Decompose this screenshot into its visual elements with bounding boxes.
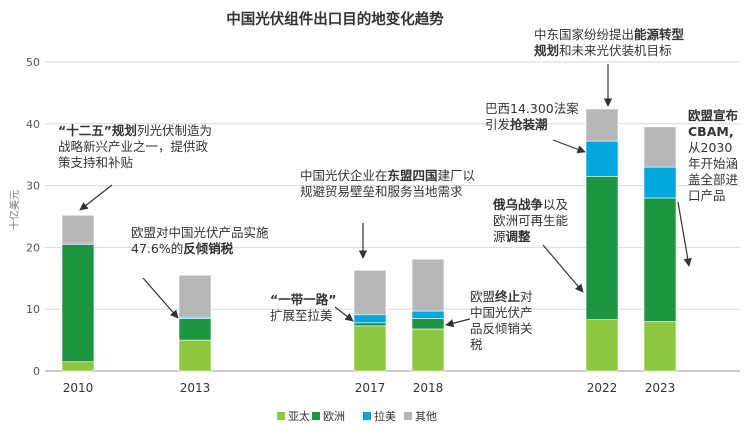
legend-label: 其他 — [415, 410, 437, 423]
annotation-2013: 欧盟对中国光伏产品实施 47.6%的反倾销税 — [131, 225, 269, 256]
bar-segment — [585, 108, 619, 142]
annotation-2022-middle-east: 中东国家纷纷提出能源转型 规划和未来光伏装机目标 — [534, 27, 685, 58]
legend: 亚太 欧洲 拉美 其他 — [277, 409, 437, 423]
legend-label: 亚太 — [288, 410, 310, 423]
bar-segment — [353, 322, 387, 327]
legend-item: 亚太 — [277, 410, 310, 423]
legend-item: 其他 — [404, 410, 437, 423]
bar-segment — [643, 126, 677, 168]
annotation-2010: “十二五”规划列光伏制造为 战略新兴产业之一，提供政 策支持和补贴 — [58, 123, 212, 170]
x-tick-label: 2010 — [63, 381, 94, 395]
bar-segment — [411, 318, 445, 330]
bar-segment — [61, 244, 95, 363]
chart-title: 中国光伏组件出口目的地变化趋势 — [226, 10, 444, 28]
y-tick-label: 0 — [33, 365, 40, 378]
x-axis-ticks: 2010 2013 2017 2018 2022 2023 — [63, 381, 676, 395]
bar-segment — [353, 269, 387, 316]
annotation-2022-brazil: 巴西14.300法案 引发抢装潮 — [485, 101, 579, 132]
bars — [61, 108, 677, 372]
bar-segment — [585, 176, 619, 321]
bar-segment — [178, 339, 212, 372]
legend-label: 拉美 — [374, 409, 396, 423]
grid — [45, 61, 740, 372]
arrow-2018 — [445, 318, 471, 328]
bar-segment — [178, 274, 212, 318]
annotation-2017-belt-road: “一带一路” 扩展至拉美 — [270, 292, 337, 323]
legend-item: 拉美 — [363, 409, 396, 423]
bar-segment — [178, 318, 212, 341]
bar-segment — [411, 258, 445, 312]
bar-segment — [353, 325, 387, 372]
y-axis-label: 十亿美元 — [8, 190, 21, 230]
bar-segment — [643, 197, 677, 322]
x-tick-label: 2018 — [413, 381, 444, 395]
arrows — [79, 64, 692, 328]
bar-segment — [643, 166, 677, 199]
arrow-2010 — [79, 184, 113, 211]
arrow-2017-belt-road — [334, 306, 354, 322]
legend-swatch — [277, 412, 285, 420]
legend-swatch — [363, 412, 371, 420]
bar-segment — [643, 321, 677, 372]
bar-segment — [61, 361, 95, 372]
legend-item: 欧洲 — [312, 410, 345, 423]
y-tick-label: 20 — [26, 241, 40, 254]
legend-swatch — [404, 412, 412, 420]
x-tick-label: 2017 — [355, 381, 386, 395]
annotation-2023: 欧盟宣布 CBAM, 从2030 年开始涵 盖全部进 口产品 — [688, 108, 739, 203]
annotation-2017-asean: 中国光伏企业在东盟四国建厂以 规避贸易壁垒和服务当地需求 — [300, 168, 476, 199]
y-tick-label: 50 — [26, 56, 40, 69]
y-tick-label: 10 — [26, 303, 40, 316]
arrow-2023 — [677, 201, 692, 267]
legend-swatch — [312, 412, 320, 420]
x-tick-label: 2022 — [587, 381, 618, 395]
y-tick-label: 30 — [26, 180, 40, 193]
bar-segment — [585, 319, 619, 372]
legend-label: 欧洲 — [323, 410, 345, 423]
annotation-2022-war: 俄乌战争以及 欧洲可再生能 源调整 — [493, 197, 569, 244]
bar-segment — [411, 310, 445, 319]
bar-segment — [585, 140, 619, 177]
bar-segment — [411, 328, 445, 372]
arrow-2022-war — [542, 244, 584, 293]
x-tick-label: 2023 — [645, 381, 676, 395]
y-axis-ticks: 0 10 20 30 40 50 — [26, 56, 40, 378]
bar-segment — [353, 314, 387, 324]
y-tick-label: 40 — [26, 118, 40, 131]
x-tick-label: 2013 — [180, 381, 211, 395]
bar-segment — [61, 214, 95, 244]
annotation-2018: 欧盟终止对 中国光伏产 品反倾销关税 — [470, 289, 533, 352]
arrow-2013 — [142, 277, 179, 319]
arrow-2022-brazil — [552, 139, 586, 154]
